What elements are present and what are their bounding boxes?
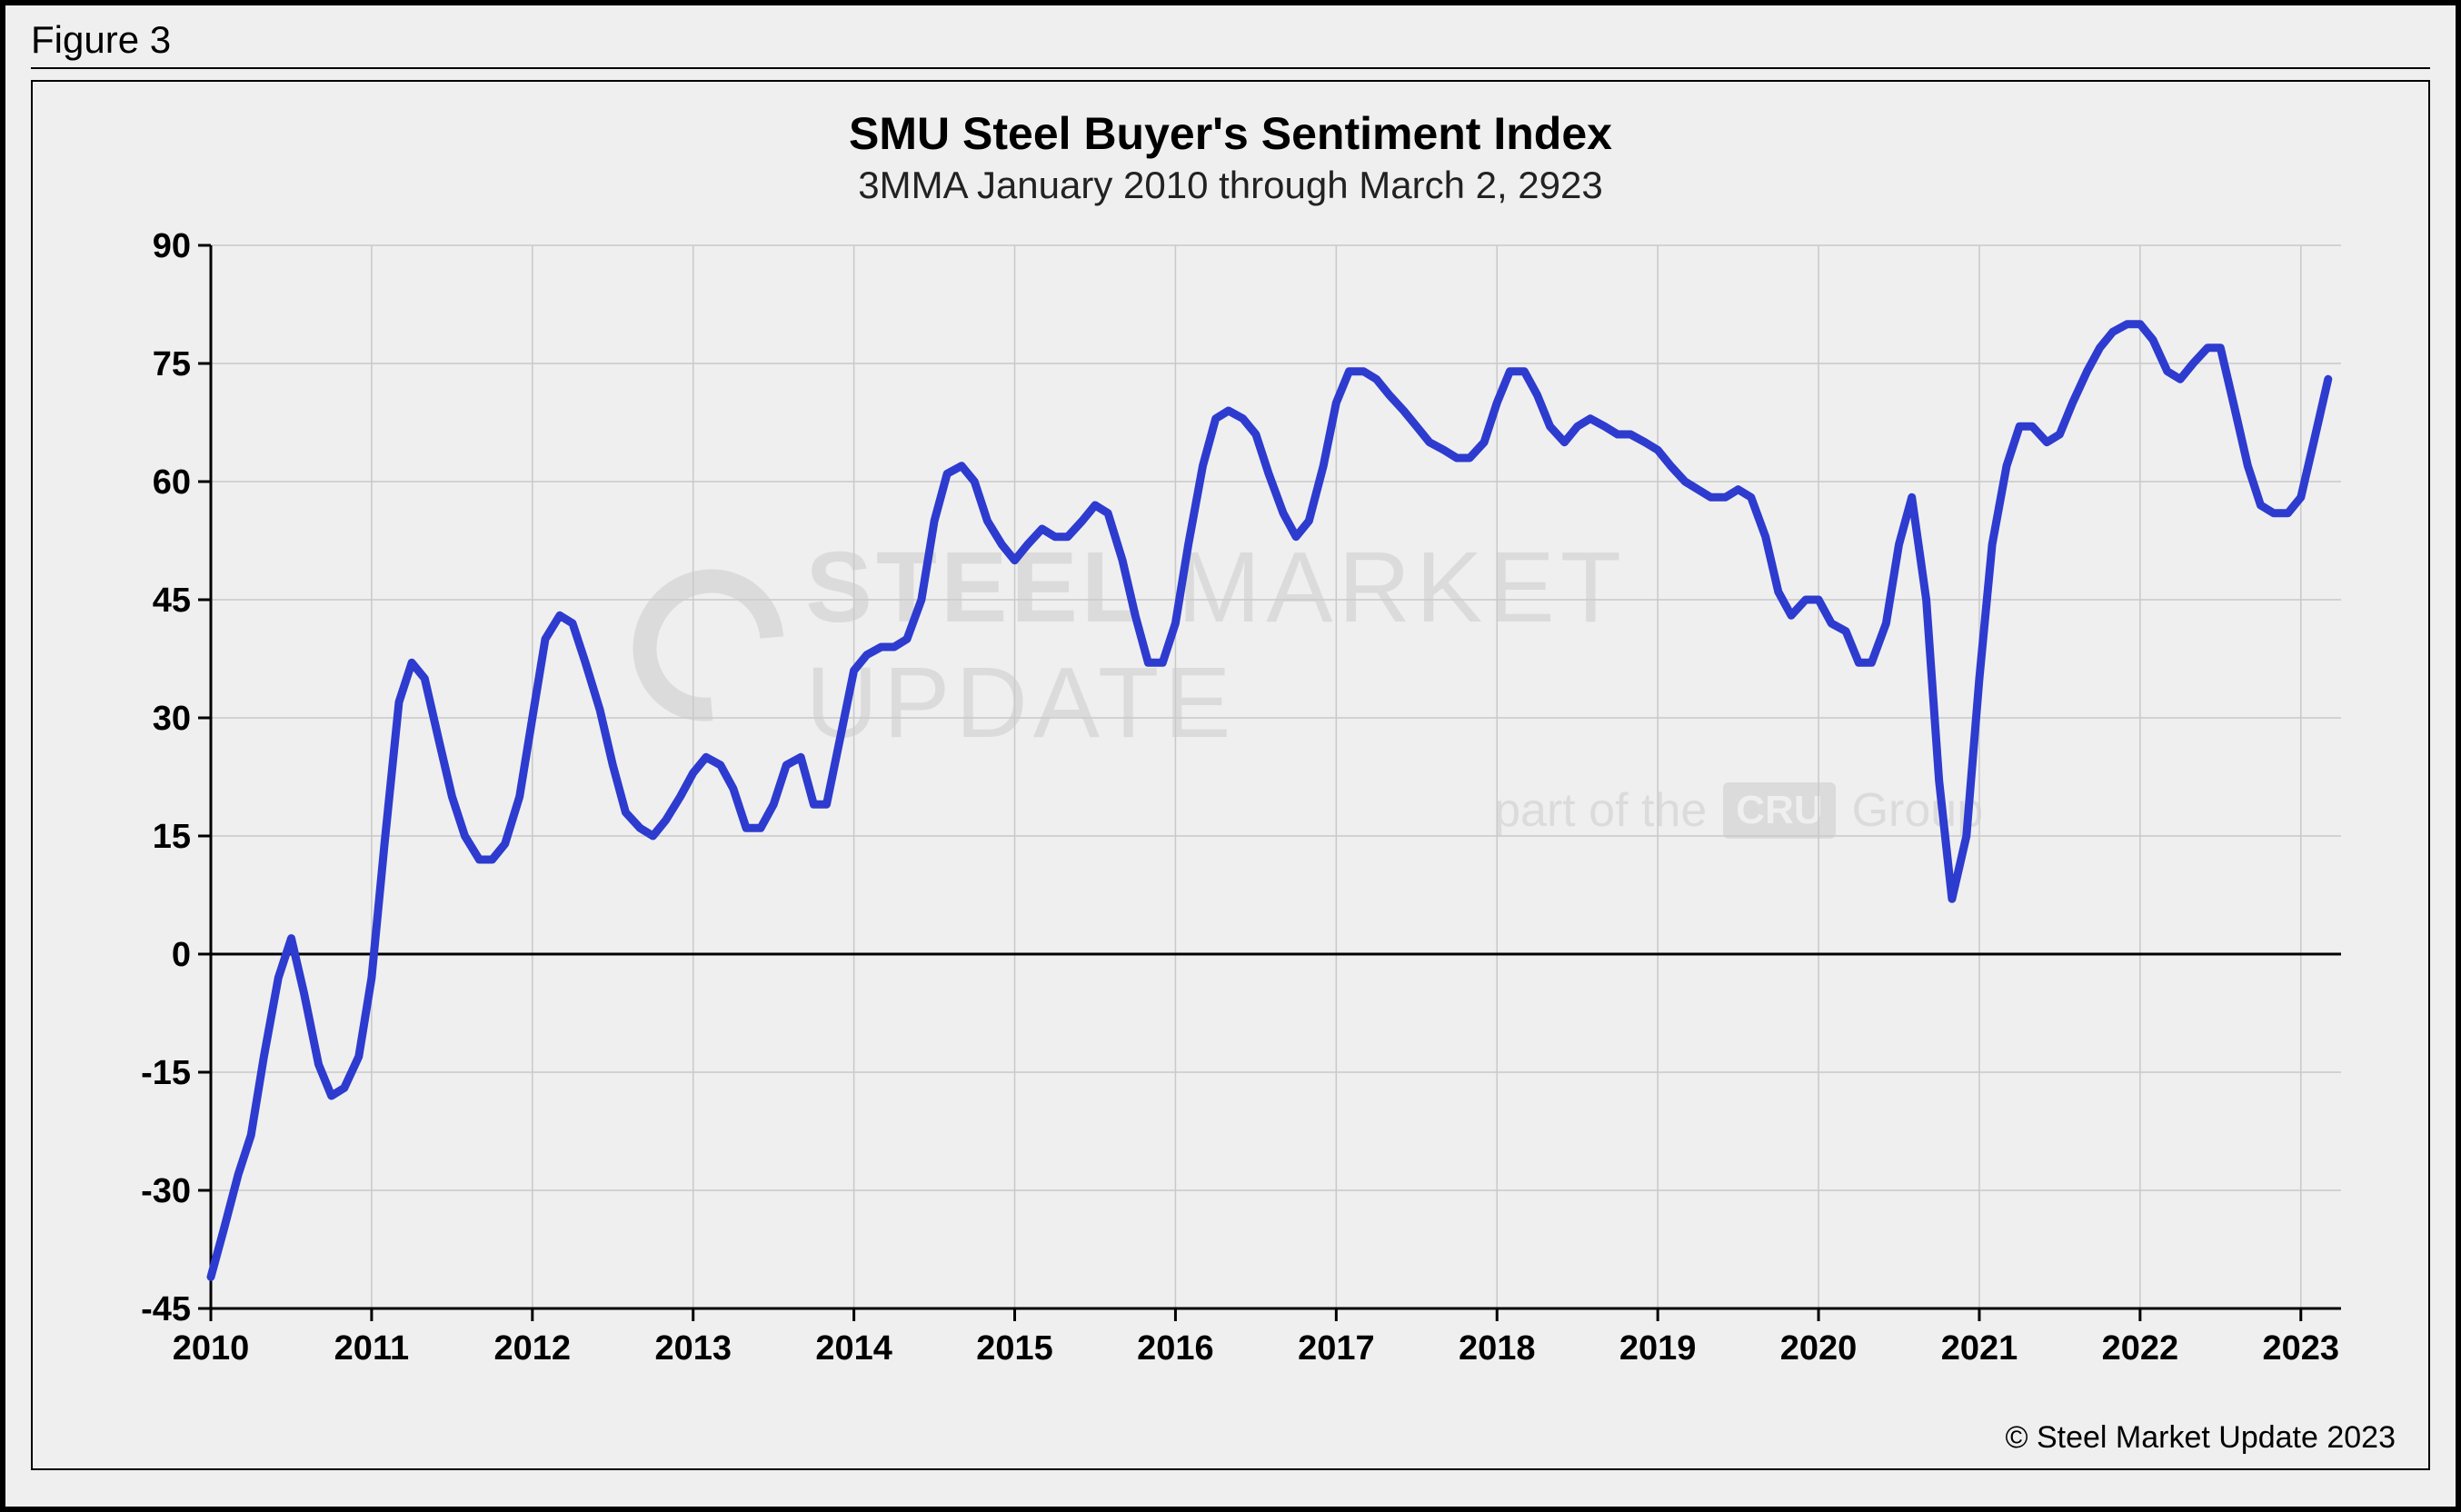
chart-subtitle: 3MMA January 2010 through March 2, 2923 (84, 164, 2377, 207)
svg-text:15: 15 (153, 818, 191, 856)
svg-text:2011: 2011 (334, 1329, 409, 1368)
figure-outer-frame: Figure 3 SMU Steel Buyer's Sentiment Ind… (0, 0, 2461, 1512)
copyright: © Steel Market Update 2023 (2005, 1420, 2396, 1456)
chart-panel: SMU Steel Buyer's Sentiment Index 3MMA J… (31, 80, 2430, 1470)
chart-area: STEEL MARKET UPDATE part of the CRU Grou… (84, 227, 2377, 1390)
svg-text:-15: -15 (141, 1054, 191, 1092)
svg-text:2015: 2015 (976, 1329, 1053, 1368)
figure-rule (31, 67, 2430, 69)
svg-text:0: 0 (172, 936, 191, 974)
svg-text:2014: 2014 (815, 1329, 892, 1368)
svg-text:2013: 2013 (654, 1329, 732, 1368)
chart-svg: -45 -30 -15 0 15 30 45 60 75 90 2010 2011 2012 2013 20… (84, 227, 2377, 1390)
svg-text:2012: 2012 (494, 1329, 572, 1368)
svg-text:2017: 2017 (1298, 1329, 1375, 1368)
svg-text:2016: 2016 (1137, 1329, 1214, 1368)
svg-text:2019: 2019 (1619, 1329, 1697, 1368)
svg-text:30: 30 (153, 700, 191, 738)
svg-text:2010: 2010 (173, 1329, 250, 1368)
svg-text:-30: -30 (141, 1172, 191, 1210)
svg-text:2020: 2020 (1780, 1329, 1858, 1368)
chart-titles: SMU Steel Buyer's Sentiment Index 3MMA J… (84, 107, 2377, 207)
svg-text:60: 60 (153, 463, 191, 502)
svg-text:2021: 2021 (1941, 1329, 2018, 1368)
svg-text:90: 90 (153, 227, 191, 265)
svg-text:45: 45 (153, 582, 191, 620)
svg-text:-45: -45 (141, 1290, 191, 1328)
figure-label: Figure 3 (31, 18, 2430, 62)
svg-text:2018: 2018 (1459, 1329, 1536, 1368)
svg-text:2023: 2023 (2263, 1329, 2340, 1368)
chart-title: SMU Steel Buyer's Sentiment Index (84, 107, 2377, 160)
svg-text:2022: 2022 (2102, 1329, 2179, 1368)
svg-text:75: 75 (153, 345, 191, 383)
